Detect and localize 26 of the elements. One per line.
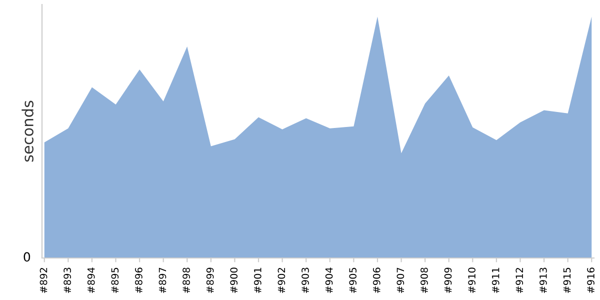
x-tick-label: #899 [206, 268, 214, 293]
x-tick-label: #902 [278, 268, 286, 293]
x-tick-label: #911 [492, 268, 500, 293]
x-tick-label: #901 [254, 268, 262, 293]
x-tick-label: #913 [540, 268, 547, 293]
x-tick-label: #905 [349, 268, 357, 293]
x-tick-label: #915 [563, 268, 571, 293]
x-tick-label: #900 [230, 268, 238, 293]
x-tick-label: #908 [420, 268, 428, 293]
y-axis-title: seconds [22, 100, 34, 162]
x-tick-label: #906 [372, 268, 380, 293]
x-tick-label: #898 [182, 268, 190, 293]
x-tick-label: #896 [135, 268, 142, 293]
x-tick-label: #903 [302, 268, 309, 293]
x-tick-label: #892 [40, 268, 48, 293]
x-tick-label: #916 [587, 268, 594, 293]
x-tick-label: #893 [64, 268, 71, 293]
x-tick-label: #910 [468, 268, 476, 293]
x-tick-label: #912 [516, 268, 524, 293]
x-tick-label: #907 [396, 268, 404, 293]
x-tick-label: #895 [111, 268, 119, 293]
x-tick-label: #897 [158, 268, 166, 293]
x-tick-label: #909 [444, 268, 452, 293]
x-tick-label: #894 [87, 268, 95, 293]
text: 0 [24, 252, 30, 262]
x-tick-label: #904 [325, 268, 333, 293]
